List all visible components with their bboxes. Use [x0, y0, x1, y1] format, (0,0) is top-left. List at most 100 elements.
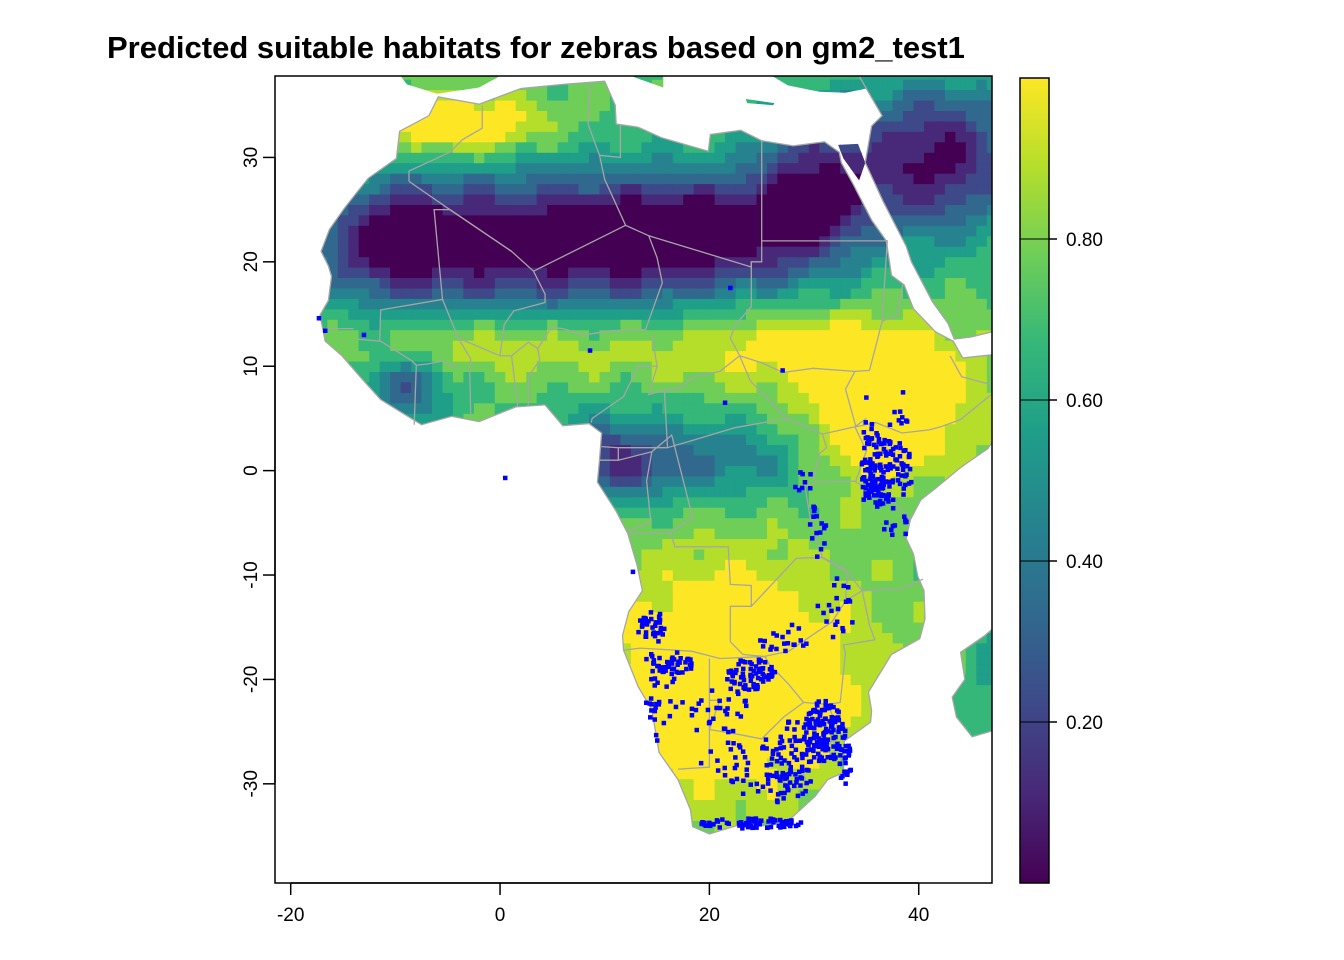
raster-cell — [704, 465, 716, 477]
raster-cell — [903, 736, 915, 748]
raster-cell — [358, 423, 370, 435]
raster-cell — [714, 548, 726, 560]
raster-cell — [903, 507, 915, 519]
raster-cell — [662, 246, 674, 258]
raster-cell — [903, 611, 915, 623]
raster-cell — [861, 444, 873, 456]
raster-cell — [526, 862, 537, 873]
raster-cell — [651, 809, 663, 821]
raster-cell — [787, 100, 799, 111]
raster-cell — [746, 329, 758, 341]
raster-cell — [536, 684, 548, 696]
raster-cell — [484, 402, 496, 414]
raster-cell — [704, 475, 716, 487]
raster-cell — [599, 76, 611, 80]
raster-cell — [320, 423, 328, 435]
raster-cell — [819, 455, 831, 466]
raster-cell — [808, 371, 820, 383]
raster-cell — [903, 413, 915, 425]
raster-cell — [379, 183, 391, 195]
raster-cell — [484, 486, 496, 498]
raster-cell — [620, 235, 632, 247]
raster-cell — [296, 810, 307, 821]
raster-cell — [505, 601, 517, 613]
raster-cell — [379, 809, 391, 821]
raster-cell — [421, 246, 433, 258]
raster-cell — [924, 100, 936, 111]
raster-cell — [495, 841, 506, 852]
raster-cell — [683, 726, 695, 738]
raster-cell — [819, 841, 830, 852]
raster-cell — [536, 674, 548, 686]
raster-cell — [735, 642, 747, 654]
raster-cell — [327, 632, 339, 644]
raster-cell — [913, 695, 925, 707]
raster-cell — [651, 152, 663, 164]
raster-cell — [578, 496, 590, 508]
raster-cell — [651, 340, 663, 352]
raster-cell — [348, 465, 360, 477]
raster-cell — [327, 809, 339, 821]
raster-cell — [348, 120, 360, 132]
raster-cell — [442, 76, 454, 80]
raster-cell — [432, 298, 444, 310]
raster-cell — [714, 173, 726, 185]
raster-cell — [892, 601, 904, 613]
raster-cell — [380, 852, 391, 863]
raster-cell — [369, 308, 381, 320]
raster-cell — [672, 183, 684, 195]
raster-cell — [484, 789, 496, 800]
raster-cell — [662, 705, 674, 717]
raster-cell — [320, 642, 328, 654]
raster-cell — [275, 225, 286, 236]
raster-cell — [861, 789, 873, 800]
raster-cell — [725, 862, 736, 873]
raster-cell — [787, 799, 799, 811]
raster-cell — [882, 820, 894, 832]
raster-cell — [296, 622, 307, 633]
raster-cell — [599, 507, 611, 519]
raster-cell — [808, 183, 820, 195]
raster-cell — [903, 695, 915, 707]
raster-cell — [871, 559, 883, 571]
raster-cell — [871, 569, 883, 581]
raster-cell — [484, 131, 496, 143]
raster-cell — [630, 204, 642, 216]
raster-cell — [421, 340, 433, 352]
raster-cell — [735, 590, 747, 602]
raster-cell — [662, 642, 674, 654]
raster-cell — [787, 267, 799, 278]
raster-cell — [829, 76, 841, 80]
raster-cell — [557, 298, 569, 310]
raster-cell — [379, 507, 391, 519]
raster-cell — [327, 726, 339, 738]
raster-cell — [337, 830, 349, 834]
raster-cell — [651, 402, 663, 414]
raster-cell — [609, 392, 621, 404]
raster-cell — [819, 528, 831, 539]
raster-cell — [379, 632, 391, 644]
raster-cell — [379, 267, 391, 278]
raster-cell — [296, 111, 307, 122]
raster-cell — [275, 820, 286, 831]
raster-cell — [735, 100, 747, 111]
raster-cell — [505, 716, 517, 727]
raster-cell — [945, 852, 956, 863]
raster-cell — [704, 538, 716, 550]
raster-cell — [609, 528, 621, 539]
raster-cell — [432, 371, 444, 383]
raster-cell — [327, 434, 339, 446]
raster-cell — [275, 622, 286, 633]
raster-cell — [390, 277, 402, 289]
raster-cell — [693, 486, 705, 498]
raster-cell — [296, 873, 307, 884]
raster-cell — [379, 820, 391, 832]
raster-cell — [924, 402, 936, 414]
raster-cell — [693, 225, 705, 237]
raster-cell — [432, 162, 444, 174]
raster-cell — [756, 381, 768, 393]
raster-cell — [798, 507, 810, 519]
raster-cell — [641, 757, 653, 769]
raster-cell — [641, 120, 653, 132]
raster-cell — [286, 184, 297, 195]
